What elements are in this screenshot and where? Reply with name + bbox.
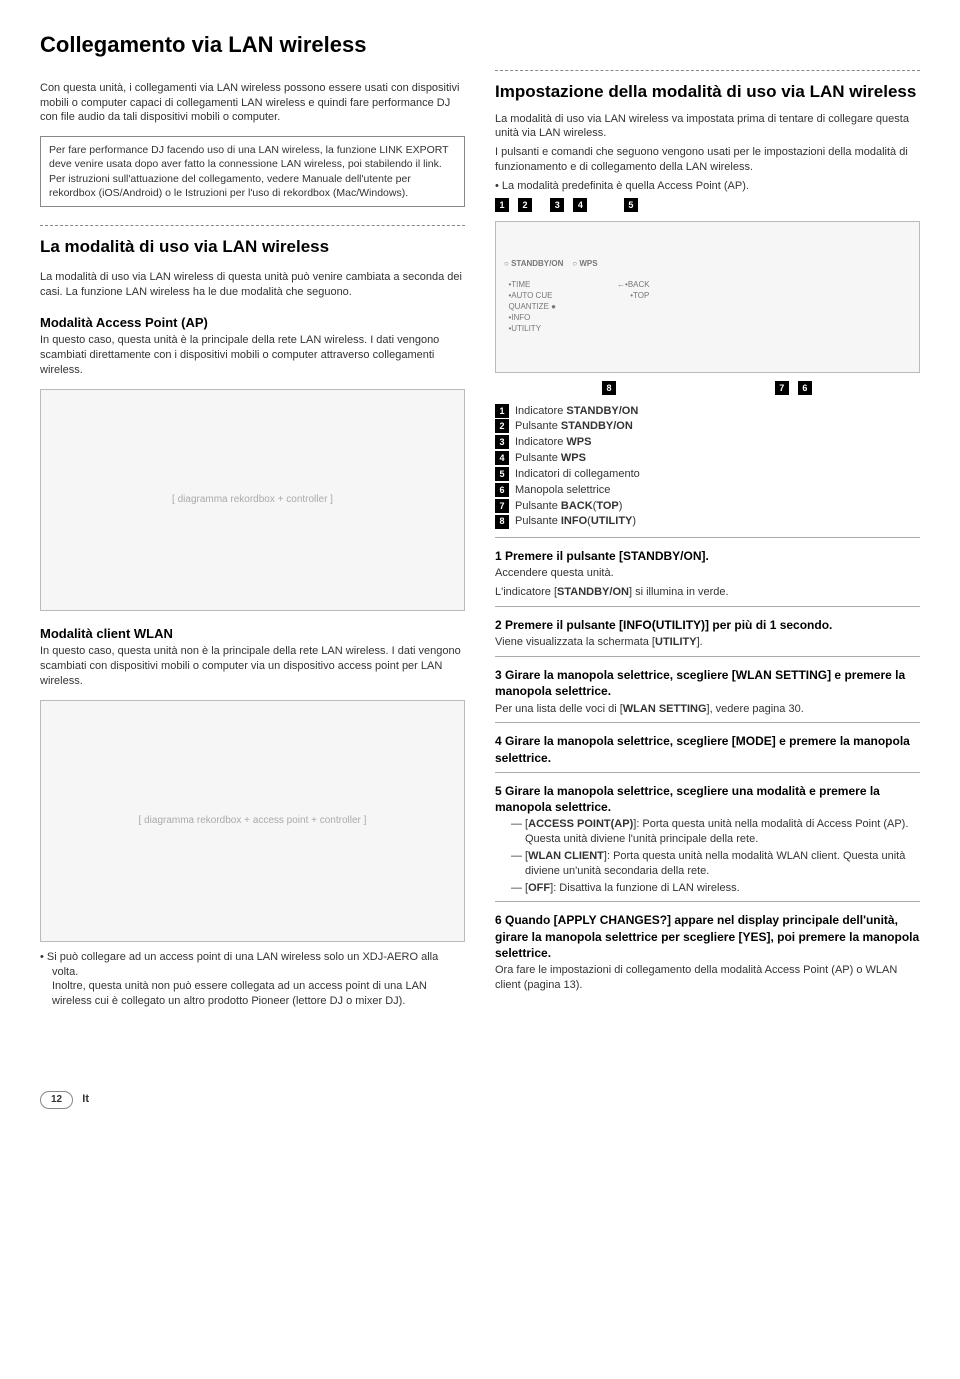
callout-5: 5 [624,198,638,212]
panel-label-top: TOP [633,291,649,300]
panel-label-wps: WPS [579,259,597,268]
callout-8: 8 [602,381,616,395]
legend-text-4: Pulsante WPS [515,452,586,464]
step-3-head: 3 Girare la manopola selettrice, sceglie… [495,667,920,699]
callout-2: 2 [518,198,532,212]
left-column: Con questa unità, i collegamenti via LAN… [40,70,465,1011]
legend-text-6: Manopola selettrice [515,484,610,496]
legend-text-5: Indicatori di collegamento [515,468,640,480]
note-box: Per fare performance DJ facendo uso di u… [40,136,465,207]
legend-list: 1 Indicatore STANDBY/ON 2 Pulsante STANDBY… [495,404,920,530]
step-6-head: 6 Quando [APPLY CHANGES?] appare nel dis… [495,912,920,961]
step-1-head: 1 Premere il pulsante [STANDBY/ON]. [495,548,920,564]
legend-num-5: 5 [495,467,509,481]
step-1-line-2: L'indicatore [STANDBY/ON] si illumina in… [495,585,920,600]
client-mode-text: In questo caso, questa unità non è la pr… [40,644,465,689]
right-column: Impostazione della modalità di uso via L… [495,70,920,1011]
step-1-line-1: Accendere questa unità. [495,566,920,581]
client-mode-title: Modalità client WLAN [40,625,465,643]
step-5-opt-3: — [OFF]: Disattiva la funzione di LAN wi… [511,881,920,896]
legend-num-4: 4 [495,451,509,465]
callout-4: 4 [573,198,587,212]
mode-section-title: La modalità di uso via LAN wireless [40,236,465,259]
callout-1: 1 [495,198,509,212]
panel-label-time: TIME [511,280,530,289]
legend-num-6: 6 [495,483,509,497]
ap-mode-text: In questo caso, questa unità è la princi… [40,333,465,378]
panel-label-autocue: AUTO CUE [511,291,552,300]
section-separator [40,225,465,226]
default-mode-bullet: • La modalità predefinita è quella Acces… [495,179,920,194]
step-divider [495,656,920,657]
setting-intro-1: La modalità di uso via LAN wireless va i… [495,112,920,142]
step-5-opt-1: — [ACCESS POINT(AP)]: Porta questa unità… [511,817,920,847]
step-5-head: 5 Girare la manopola selettrice, sceglie… [495,783,920,815]
step-4-head: 4 Girare la manopola selettrice, sceglie… [495,733,920,765]
legend-text-7: Pulsante BACK(TOP) [515,500,622,512]
control-panel-diagram: ○ STANDBY/ON ○ WPS •TIME ←•BACK •AUTO CU… [495,221,920,373]
panel-label-back: BACK [628,280,650,289]
step-2-line-1: Viene visualizzata la schermata [UTILITY… [495,635,920,650]
footnote-bullet: • Si può collegare ad un access point di… [40,950,465,1009]
step-divider [495,901,920,902]
ap-mode-title: Modalità Access Point (AP) [40,314,465,332]
setting-intro-2: I pulsanti e comandi che seguono vengono… [495,145,920,175]
setting-section-title: Impostazione della modalità di uso via L… [495,81,920,104]
step-5-options: — [ACCESS POINT(AP)]: Porta questa unità… [511,817,920,895]
client-mode-diagram: [ diagramma rekordbox + access point + c… [40,700,465,942]
legend-num-7: 7 [495,499,509,513]
legend-num-1: 1 [495,404,509,418]
default-mode-text: La modalità predefinita è quella Access … [502,180,749,192]
legend-text-2: Pulsante STANDBY/ON [515,420,633,432]
callout-6: 6 [798,381,812,395]
page-lang: It [82,1093,89,1105]
panel-label-quantize: QUANTIZE [508,302,548,311]
callout-3: 3 [550,198,564,212]
section-separator-right [495,70,920,71]
legend-num-3: 3 [495,435,509,449]
step-divider [495,772,920,773]
legend-text-3: Indicatore WPS [515,436,591,448]
step-divider [495,722,920,723]
step-6-line-1: Ora fare le impostazioni di collegamento… [495,963,920,993]
legend-text-1: Indicatore STANDBY/ON [515,405,638,417]
step-divider [495,606,920,607]
ap-mode-diagram: [ diagramma rekordbox + controller ] [40,389,465,611]
footnote-text: Si può collegare ad un access point di u… [47,951,438,1008]
step-divider [495,537,920,538]
panel-label-info: INFO [511,313,530,322]
legend-num-2: 2 [495,419,509,433]
panel-label-standby: STANDBY/ON [511,259,563,268]
step-3-line-1: Per una lista delle voci di [WLAN SETTIN… [495,702,920,717]
page-footer: 12 It [40,1091,920,1109]
panel-label-utility: UTILITY [511,324,541,333]
step-2-head: 2 Premere il pulsante [INFO(UTILITY)] pe… [495,617,920,633]
page-number: 12 [40,1091,73,1109]
legend-num-8: 8 [495,515,509,529]
intro-text: Con questa unità, i collegamenti via LAN… [40,81,465,126]
page-title: Collegamento via LAN wireless [40,30,920,60]
legend-text-8: Pulsante INFO(UTILITY) [515,515,636,527]
mode-section-intro: La modalità di uso via LAN wireless di q… [40,270,465,300]
callout-top-row: 1 2 3 4 5 [495,198,920,213]
callout-7: 7 [775,381,789,395]
step-5-opt-2: — [WLAN CLIENT]: Porta questa unità nell… [511,849,920,879]
step-5-opt-3-text: : Disattiva la funzione di LAN wireless. [553,882,739,894]
callout-bottom-row: 8 7 6 [495,381,920,396]
